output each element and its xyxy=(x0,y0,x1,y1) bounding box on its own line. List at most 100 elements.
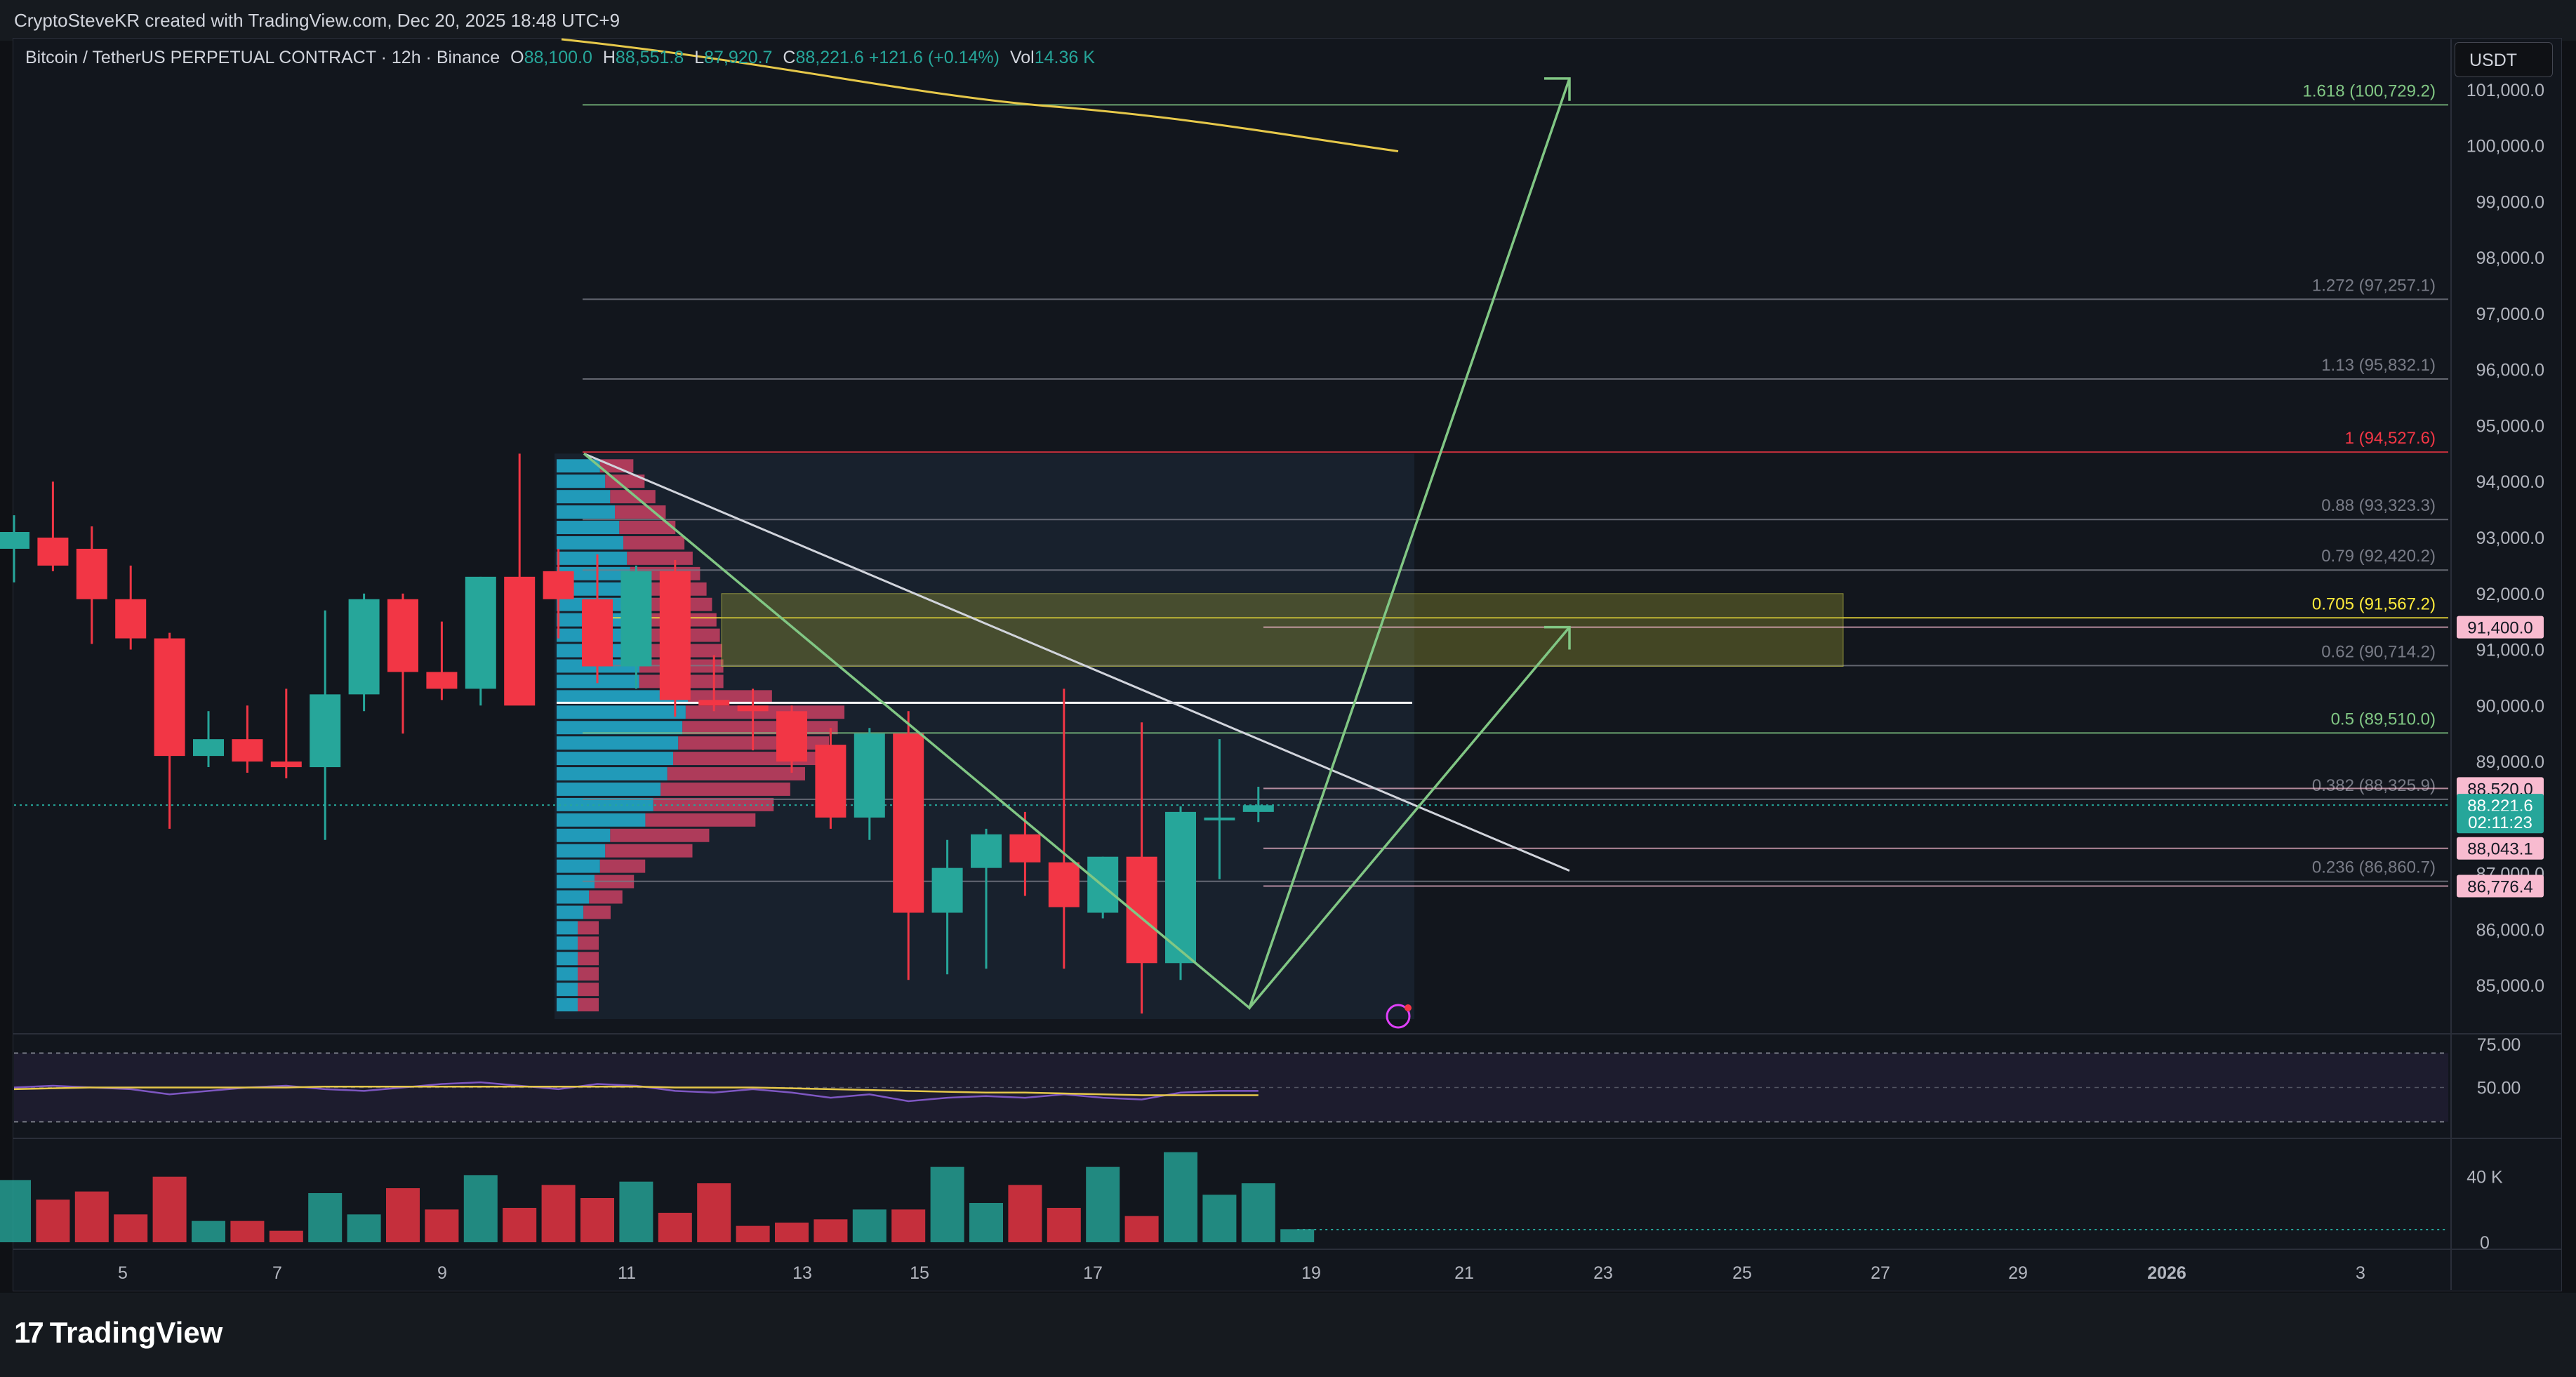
volume-profile-bar-up xyxy=(557,474,606,488)
candle xyxy=(154,632,185,829)
candle-body xyxy=(620,571,652,667)
volume-profile-bar-down xyxy=(578,967,599,981)
volume-profile-bar-up xyxy=(557,705,686,719)
candle-body xyxy=(1204,817,1235,820)
candle xyxy=(1204,739,1235,879)
volume-bar xyxy=(269,1230,303,1242)
time-axis-tick: 21 xyxy=(1454,1263,1474,1283)
volume-profile-bar-up xyxy=(557,505,616,519)
candle xyxy=(1165,806,1196,980)
candle xyxy=(737,688,769,751)
candle-body xyxy=(465,576,496,689)
volume-profile-bar-down xyxy=(589,890,623,904)
volume-bar xyxy=(347,1214,381,1242)
volume-profile-bar-up xyxy=(557,828,611,842)
time-axis-tick: 19 xyxy=(1301,1263,1321,1283)
symbol-legend: Bitcoin / TetherUS PERPETUAL CONTRACT · … xyxy=(25,48,1095,68)
volume-profile-bar-down xyxy=(610,490,656,504)
volume-profile-bar-up xyxy=(557,690,689,704)
alert-icon xyxy=(1386,1004,1411,1029)
candle-body xyxy=(1009,834,1041,863)
volume-bar xyxy=(192,1220,225,1242)
volume-axis-tick: 40 K xyxy=(2467,1168,2503,1188)
volume-profile-bar-up xyxy=(557,721,683,735)
price-axis-tick: 96,000.0 xyxy=(2476,361,2544,380)
price-axis-tick: 97,000.0 xyxy=(2476,305,2544,324)
candle xyxy=(1242,786,1274,823)
candle xyxy=(387,593,418,734)
volume-profile-bar-up xyxy=(557,521,620,534)
time-axis-tick: 7 xyxy=(272,1263,282,1283)
fib-level-label: 0.236 (86,860.7) xyxy=(2312,858,2436,877)
volume-bar xyxy=(736,1225,770,1242)
time-axis-tick: 23 xyxy=(1593,1263,1613,1283)
close-value: 88,221.6 xyxy=(795,48,864,67)
candle xyxy=(1087,856,1119,919)
candle xyxy=(76,526,107,644)
high-label: H xyxy=(602,48,616,67)
volume-profile-bar-up xyxy=(557,813,646,827)
attribution-bar: CryptoSteveKR created with TradingView.c… xyxy=(0,0,2576,41)
volume-profile-bar-up xyxy=(557,890,590,904)
volume-profile-bar-up xyxy=(557,952,578,966)
candle xyxy=(115,565,147,650)
price-axis-tick: 86,000.0 xyxy=(2476,920,2544,940)
candle-body xyxy=(971,834,1002,868)
tradingview-logo-icon: 17 xyxy=(14,1316,44,1349)
time-axis-tick: 15 xyxy=(910,1263,929,1283)
time-axis-tick: 9 xyxy=(437,1263,447,1283)
rsi-axis-tick: 75.00 xyxy=(2477,1035,2521,1055)
volume-bar xyxy=(308,1193,343,1242)
low-label: L xyxy=(694,48,705,67)
candle-body xyxy=(737,705,769,712)
candle-body xyxy=(115,599,147,639)
price-tag-bg xyxy=(2457,874,2544,898)
volume-bar xyxy=(1164,1152,1197,1242)
candle-body xyxy=(698,700,730,706)
volume-profile-bar-up xyxy=(557,767,668,780)
time-axis-tick: 5 xyxy=(118,1263,128,1283)
volume-bar xyxy=(0,1180,31,1242)
price-tag-bg xyxy=(2457,811,2544,834)
volume-bar xyxy=(1047,1208,1081,1242)
time-axis-tick: 25 xyxy=(1732,1263,1752,1283)
fib-level-label: 0.382 (88,325.9) xyxy=(2312,776,2436,795)
currency-selector[interactable]: USDT xyxy=(2455,42,2553,77)
price-axis-tick: 95,000.0 xyxy=(2476,416,2544,436)
candle xyxy=(504,453,536,706)
volume-bar xyxy=(541,1185,576,1242)
price-tag-label: 02:11:23 xyxy=(2468,813,2532,832)
time-axis-tick: 3 xyxy=(2356,1263,2365,1283)
candle xyxy=(348,593,380,712)
volume-profile-bar-down xyxy=(578,936,599,950)
fib-level-label: 0.5 (89,510.0) xyxy=(2331,710,2436,729)
candle-body xyxy=(854,733,885,818)
volume-profile-bar-up xyxy=(557,967,578,981)
high-value: 88,551.8 xyxy=(615,48,684,67)
volume-profile-bar-up xyxy=(557,551,628,565)
volume-bar xyxy=(930,1166,964,1242)
symbol-name[interactable]: Bitcoin / TetherUS PERPETUAL CONTRACT · … xyxy=(25,48,500,67)
fib-level-label: 1 (94,527.6) xyxy=(2345,429,2436,448)
volume-profile-bar-up xyxy=(557,859,600,873)
candle-body xyxy=(154,638,185,757)
candle xyxy=(620,565,652,689)
candle xyxy=(37,481,69,571)
candle xyxy=(971,828,1002,969)
candle xyxy=(1009,811,1041,896)
volume-bar xyxy=(1008,1185,1042,1242)
volume-bar xyxy=(36,1199,70,1242)
volume-profile-bar-up xyxy=(557,874,595,889)
candle-body xyxy=(815,745,847,818)
candle-body xyxy=(76,548,107,599)
tradingview-logo[interactable]: 17 TradingView xyxy=(14,1316,223,1350)
price-axis-tick: 90,000.0 xyxy=(2476,696,2544,716)
volume-bar xyxy=(1241,1183,1275,1242)
volume-bar xyxy=(230,1220,265,1242)
price-axis-tick: 100,000.0 xyxy=(2467,137,2544,157)
descending-trendline xyxy=(583,452,1570,872)
volume-profile-bar-up xyxy=(557,736,679,750)
candle-body xyxy=(426,672,458,689)
fib-level-label: 0.62 (90,714.2) xyxy=(2321,642,2436,661)
